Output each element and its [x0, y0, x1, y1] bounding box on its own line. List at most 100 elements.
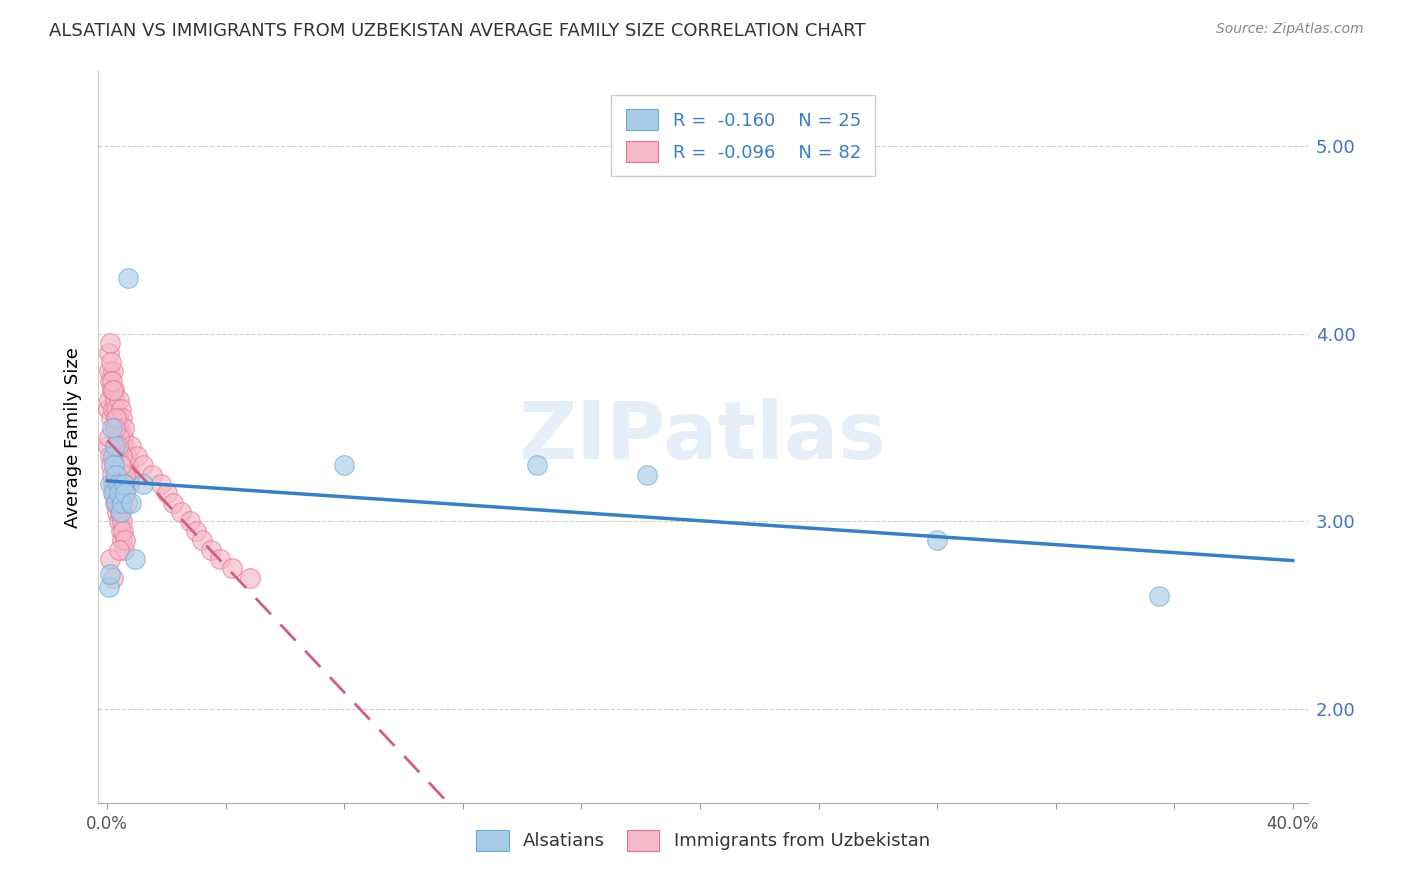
Point: [107, 496, 129, 510]
Point: [110, 505, 132, 519]
Point: [927, 533, 949, 548]
Point: [107, 392, 129, 407]
Point: [120, 440, 142, 454]
Point: [333, 458, 356, 473]
Point: [110, 401, 132, 416]
Point: [105, 505, 128, 519]
Point: [100, 458, 122, 473]
Point: [104, 440, 127, 454]
Point: [114, 533, 136, 548]
Point: [105, 420, 128, 434]
Point: [98, 477, 121, 491]
Point: [103, 383, 125, 397]
Point: [162, 496, 184, 510]
Point: [186, 524, 208, 538]
Point: [111, 430, 134, 444]
Point: [636, 467, 658, 482]
Point: [200, 542, 222, 557]
Point: [117, 458, 139, 473]
Point: [107, 542, 129, 557]
Point: [103, 486, 125, 500]
Point: [155, 486, 177, 500]
Point: [115, 496, 138, 510]
Text: ZIPatlas: ZIPatlas: [519, 398, 887, 476]
Point: [98, 566, 121, 581]
Point: [104, 411, 127, 425]
Point: [115, 449, 138, 463]
Point: [98, 336, 121, 351]
Point: [111, 449, 134, 463]
Point: [100, 411, 122, 425]
Point: [97, 440, 120, 454]
Point: [103, 477, 125, 491]
Point: [108, 420, 131, 434]
Point: [110, 515, 132, 529]
Point: [101, 449, 124, 463]
Point: [98, 552, 121, 566]
Point: [141, 467, 163, 482]
Point: [97, 345, 120, 359]
Point: [108, 515, 131, 529]
Point: [112, 542, 135, 557]
Point: [125, 449, 148, 463]
Point: [111, 496, 134, 510]
Point: [114, 486, 136, 500]
Point: [103, 458, 125, 473]
Text: Source: ZipAtlas.com: Source: ZipAtlas.com: [1216, 22, 1364, 37]
Point: [105, 411, 128, 425]
Point: [105, 401, 128, 416]
Point: [97, 580, 120, 594]
Point: [132, 477, 155, 491]
Point: [103, 364, 125, 378]
Point: [239, 571, 262, 585]
Point: [103, 571, 125, 585]
Point: [98, 449, 121, 463]
Point: [100, 467, 122, 482]
Point: [101, 477, 124, 491]
Point: [112, 477, 135, 491]
Point: [117, 467, 139, 482]
Point: [115, 458, 138, 473]
Point: [104, 392, 127, 407]
Point: [149, 477, 172, 491]
Point: [124, 552, 146, 566]
Point: [117, 270, 139, 285]
Point: [108, 505, 131, 519]
Point: [105, 486, 128, 500]
Point: [112, 420, 135, 434]
Point: [132, 458, 155, 473]
Point: [108, 430, 131, 444]
Point: [105, 496, 128, 510]
Point: [526, 458, 548, 473]
Point: [112, 524, 135, 538]
Point: [191, 533, 214, 548]
Point: [108, 486, 131, 500]
Point: [110, 524, 132, 538]
Point: [108, 430, 131, 444]
Point: [221, 561, 243, 575]
Point: [103, 486, 125, 500]
Point: [111, 533, 134, 548]
Point: [114, 449, 136, 463]
Point: [104, 467, 127, 482]
Point: [179, 515, 201, 529]
Point: [100, 355, 122, 369]
Point: [114, 440, 136, 454]
Point: [111, 411, 134, 425]
Point: [170, 505, 193, 519]
Point: [110, 440, 132, 454]
Point: [120, 496, 142, 510]
Point: [97, 401, 120, 416]
Point: [104, 496, 127, 510]
Point: [110, 458, 132, 473]
Point: [118, 477, 141, 491]
Point: [118, 467, 141, 482]
Point: [1149, 590, 1171, 604]
Point: [101, 401, 124, 416]
Point: [100, 383, 122, 397]
Point: [104, 420, 127, 434]
Point: [208, 552, 231, 566]
Point: [98, 374, 121, 388]
Point: [100, 420, 122, 434]
Point: [103, 383, 125, 397]
